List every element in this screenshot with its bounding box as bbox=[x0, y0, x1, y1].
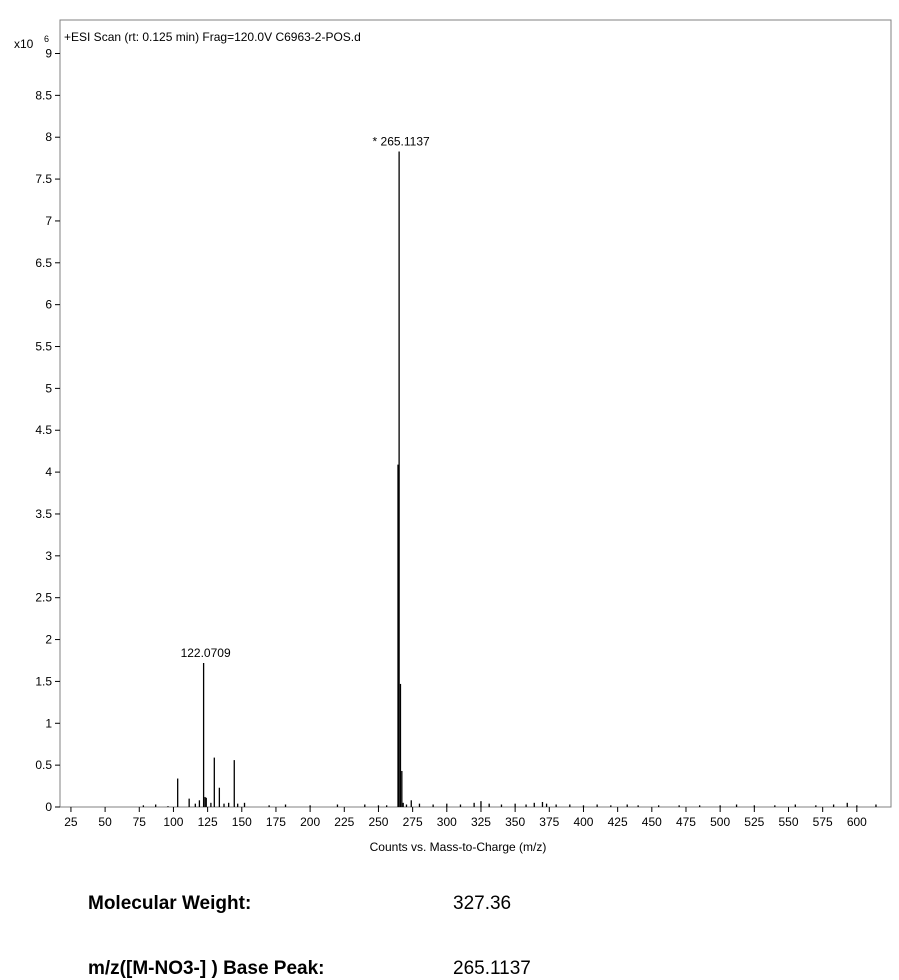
x-tick-label: 375 bbox=[539, 815, 559, 829]
y-multiplier-label: x10 bbox=[14, 37, 34, 51]
molecular-weight-label: Molecular Weight: bbox=[88, 893, 252, 914]
y-tick-label: 6.5 bbox=[35, 256, 52, 270]
y-tick-label: 1.5 bbox=[35, 674, 52, 688]
y-tick-label: 2 bbox=[45, 633, 52, 647]
y-tick-label: 7.5 bbox=[35, 172, 52, 186]
plot-frame bbox=[59, 19, 892, 808]
x-tick-label: 75 bbox=[133, 815, 147, 829]
y-tick-label: 1 bbox=[45, 716, 52, 730]
x-tick-label: 600 bbox=[847, 815, 867, 829]
base-peak-value: 265.1137 bbox=[453, 958, 531, 979]
peak-annotation-label: 122.0709 bbox=[181, 646, 231, 660]
x-tick-label: 100 bbox=[163, 815, 183, 829]
x-tick-label: 475 bbox=[676, 815, 696, 829]
y-tick-label: 8.5 bbox=[35, 88, 52, 102]
x-tick-label: 200 bbox=[300, 815, 320, 829]
y-tick-label: 6 bbox=[45, 298, 52, 312]
molecular-weight-value: 327.36 bbox=[453, 893, 512, 914]
x-tick-label: 250 bbox=[368, 815, 388, 829]
mass-spectrum-chart: +ESI Scan (rt: 0.125 min) Frag=120.0V C6… bbox=[14, 19, 892, 854]
x-tick-label: 25 bbox=[64, 815, 78, 829]
y-tick-label: 4.5 bbox=[35, 423, 52, 437]
y-tick-label: 2.5 bbox=[35, 591, 52, 605]
y-tick-label: 5 bbox=[45, 381, 52, 395]
y-tick-label: 7 bbox=[45, 214, 52, 228]
x-axis-label: Counts vs. Mass-to-Charge (m/z) bbox=[370, 840, 547, 854]
peak-annotations: * 265.1137 122.0709 bbox=[181, 134, 430, 660]
y-tick-label: 9 bbox=[45, 46, 52, 60]
x-axis: 25 50 75 100 125 150 175 200 225 250 275 300 325 350 3… bbox=[64, 807, 867, 829]
y-multiplier-exponent: 6 bbox=[44, 34, 49, 44]
x-tick-label: 300 bbox=[437, 815, 457, 829]
x-tick-label: 400 bbox=[573, 815, 593, 829]
x-tick-label: 350 bbox=[505, 815, 525, 829]
x-tick-label: 450 bbox=[642, 815, 662, 829]
x-tick-label: 500 bbox=[710, 815, 730, 829]
y-tick-label: 0.5 bbox=[35, 758, 52, 772]
x-tick-label: 175 bbox=[266, 815, 286, 829]
x-tick-label: 150 bbox=[232, 815, 252, 829]
x-tick-label: 525 bbox=[744, 815, 764, 829]
x-tick-label: 50 bbox=[98, 815, 112, 829]
x-tick-label: 575 bbox=[813, 815, 833, 829]
x-tick-label: 275 bbox=[403, 815, 423, 829]
base-peak-label: m/z([M-NO3-] ) Base Peak: bbox=[88, 958, 325, 979]
y-tick-label: 3 bbox=[45, 549, 52, 563]
x-tick-label: 225 bbox=[334, 815, 354, 829]
y-tick-label: 4 bbox=[45, 465, 52, 479]
x-tick-label: 425 bbox=[608, 815, 628, 829]
chart-title: +ESI Scan (rt: 0.125 min) Frag=120.0V C6… bbox=[64, 30, 361, 44]
x-tick-label: 325 bbox=[471, 815, 491, 829]
y-tick-label: 8 bbox=[45, 130, 52, 144]
y-tick-label: 3.5 bbox=[35, 507, 52, 521]
y-tick-label: 0 bbox=[45, 800, 52, 814]
y-axis: 0 0.5 1 1.5 2 2.5 3 3.5 4 4.5 5 5.5 6 6.5 7 7.5 8 8.5 9 bbox=[35, 46, 60, 814]
spectrum-peaks bbox=[142, 151, 877, 807]
peak-annotation-label: * 265.1137 bbox=[373, 134, 430, 148]
x-tick-label: 125 bbox=[198, 815, 218, 829]
y-tick-label: 5.5 bbox=[35, 340, 52, 354]
x-tick-label: 550 bbox=[778, 815, 798, 829]
